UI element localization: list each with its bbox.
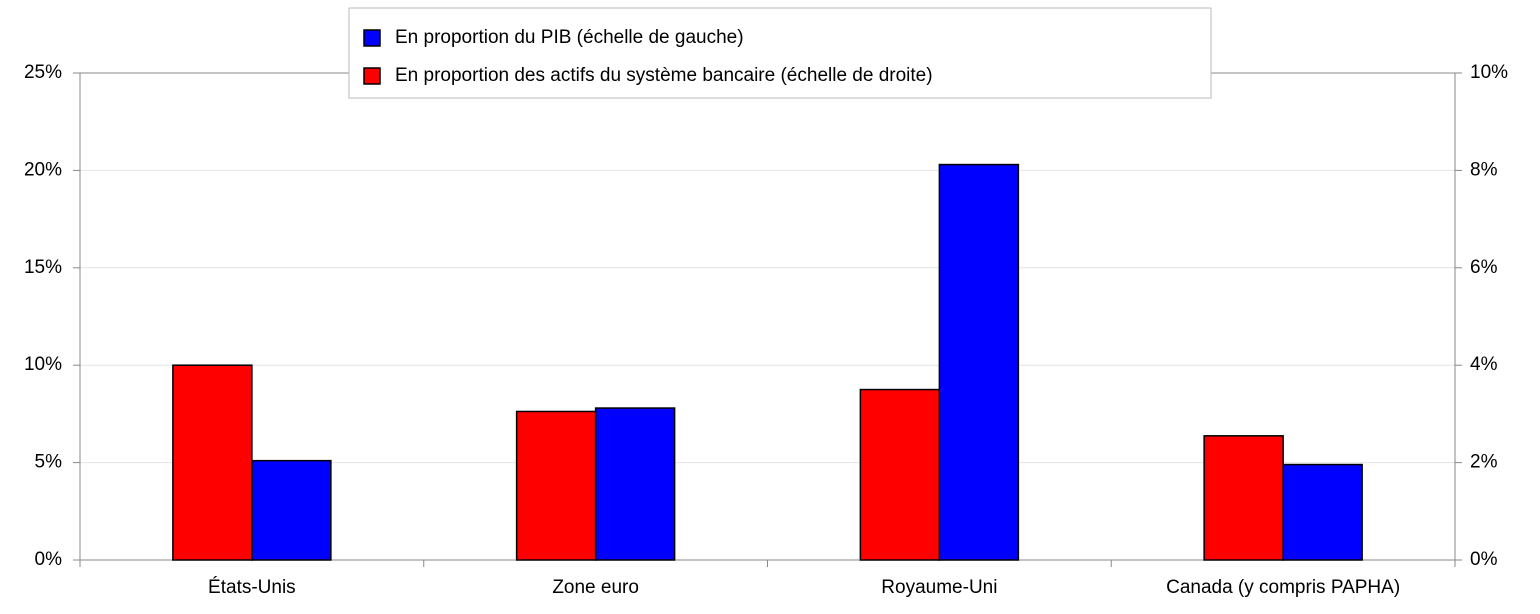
y2-tick-label: 2% <box>1470 452 1498 473</box>
y-tick-label: 20% <box>24 159 62 180</box>
legend-swatch <box>363 67 381 85</box>
bar <box>1203 435 1284 561</box>
bar <box>1282 463 1363 561</box>
y-tick-label: 0% <box>35 549 63 570</box>
x-tick-label: Royaume-Uni <box>881 577 997 598</box>
bar <box>515 410 597 561</box>
y2-tick-label: 6% <box>1470 257 1498 278</box>
legend-box <box>348 7 1212 99</box>
y-tick-label: 15% <box>24 257 62 278</box>
y2-tick-label: 8% <box>1470 159 1498 180</box>
bar <box>938 163 1020 561</box>
bar <box>172 364 253 561</box>
x-tick-label: Zone euro <box>552 577 639 598</box>
y-tick-label: 25% <box>24 62 62 83</box>
bar <box>251 459 332 561</box>
legend-label: En proportion des actifs du système banc… <box>395 65 933 86</box>
y-tick-label: 5% <box>35 452 63 473</box>
legend-label: En proportion du PIB (échelle de gauche) <box>395 27 744 48</box>
x-tick-label: Canada (y compris PAPHA) <box>1166 577 1400 598</box>
bar <box>859 388 941 561</box>
legend-swatch <box>363 29 381 47</box>
x-tick-label: États-Unis <box>208 577 296 598</box>
bar <box>594 407 676 561</box>
y2-tick-label: 10% <box>1470 62 1508 83</box>
y2-tick-label: 0% <box>1470 549 1498 570</box>
y-tick-label: 10% <box>24 354 62 375</box>
y2-tick-label: 4% <box>1470 354 1498 375</box>
